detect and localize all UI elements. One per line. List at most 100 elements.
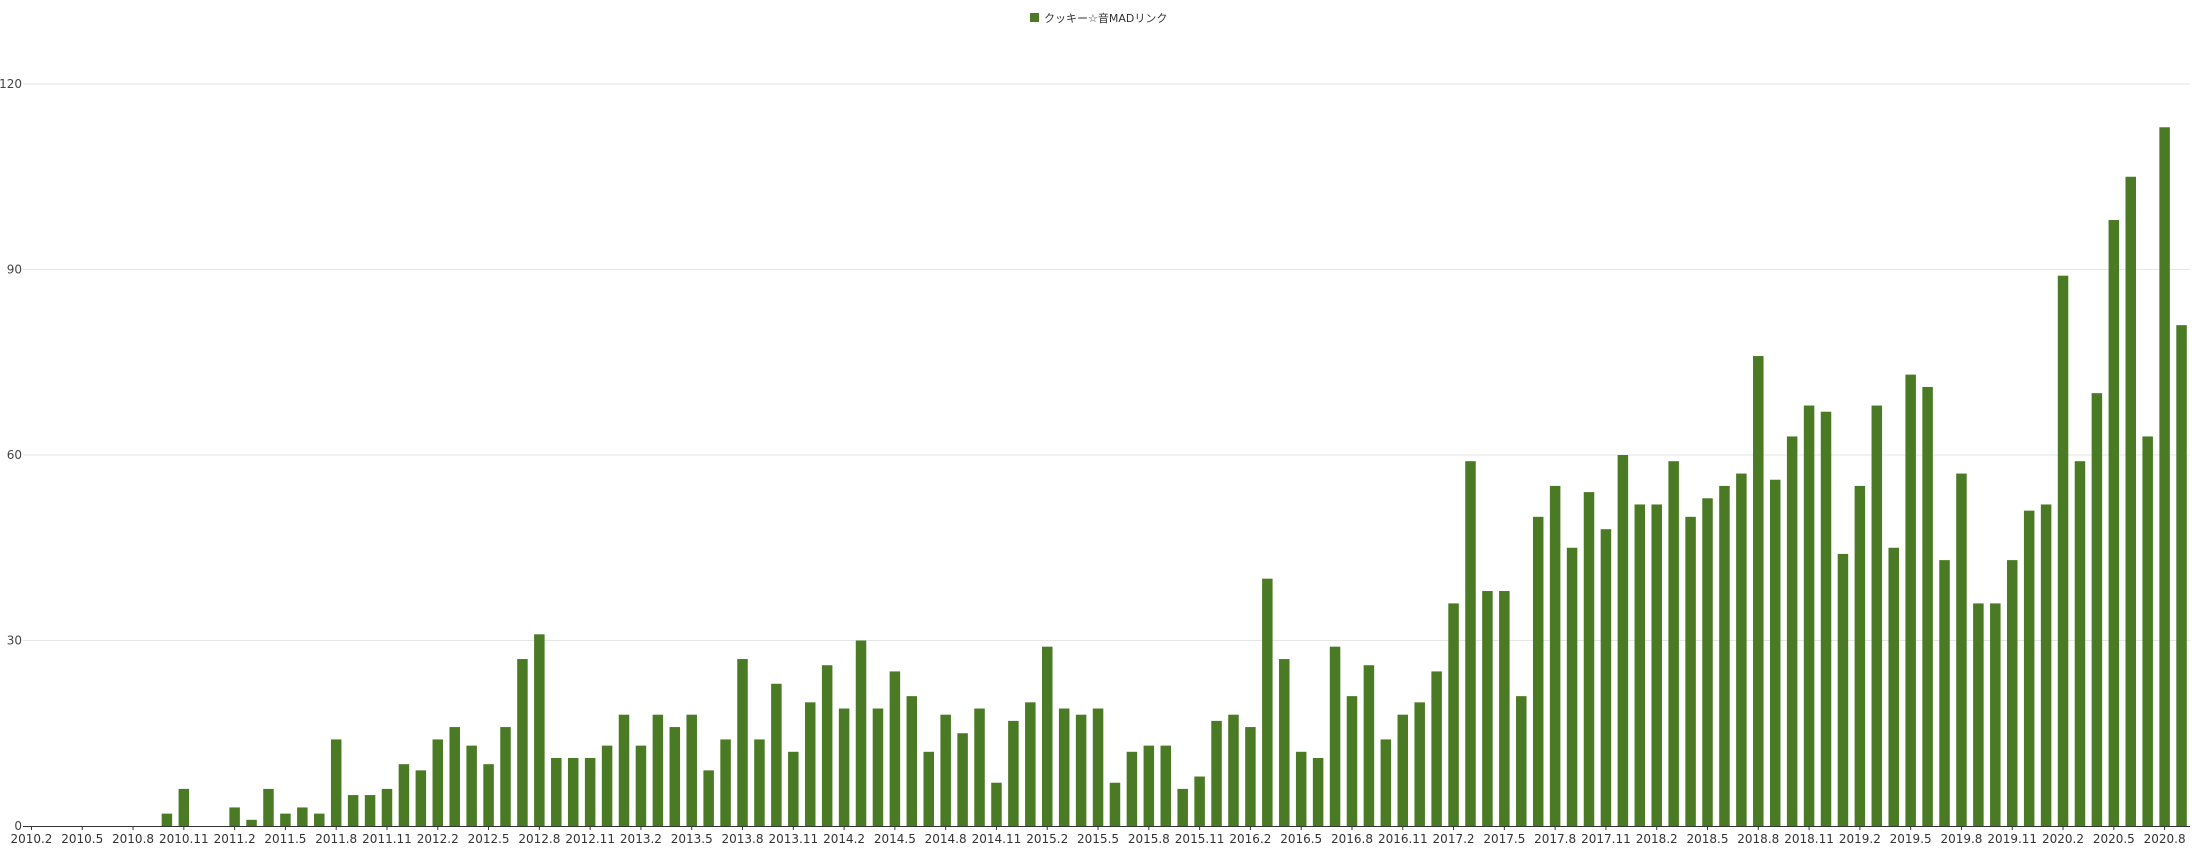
bar bbox=[2159, 127, 2170, 826]
bar bbox=[1583, 492, 1595, 826]
bar bbox=[1549, 485, 1561, 826]
bar bbox=[669, 727, 681, 826]
x-tick-label: 2019.8 bbox=[1940, 832, 1982, 846]
bar bbox=[584, 757, 596, 826]
bar bbox=[1939, 560, 1950, 826]
x-tick-label: 2015.8 bbox=[1128, 832, 1170, 846]
bar bbox=[1245, 727, 1256, 826]
bar bbox=[1634, 504, 1646, 826]
bar bbox=[1905, 374, 1916, 826]
x-tick-label: 2017.2 bbox=[1433, 832, 1475, 846]
y-tick-label: 0 bbox=[14, 819, 22, 833]
bar bbox=[1617, 455, 1629, 826]
x-tick-label: 2011.11 bbox=[362, 832, 412, 846]
bar bbox=[1803, 405, 1815, 826]
y-axis: 0 30 60 90 120 bbox=[0, 77, 22, 833]
bar bbox=[1448, 603, 1459, 826]
bar bbox=[703, 770, 714, 826]
bar bbox=[1092, 708, 1104, 826]
bar bbox=[432, 739, 444, 826]
x-tick-label: 2014.8 bbox=[925, 832, 967, 846]
bar bbox=[1465, 461, 1476, 826]
bar bbox=[2057, 275, 2069, 826]
bar bbox=[1837, 553, 1849, 826]
x-tick-label: 2015.5 bbox=[1077, 832, 1119, 846]
bar bbox=[2125, 176, 2136, 826]
x-tick-label: 2017.11 bbox=[1581, 832, 1631, 846]
bar bbox=[2176, 325, 2187, 826]
bar bbox=[1888, 547, 1899, 826]
bar bbox=[1566, 547, 1578, 826]
x-tick-label: 2019.2 bbox=[1839, 832, 1881, 846]
x-tick-label: 2016.11 bbox=[1378, 832, 1428, 846]
bar bbox=[1753, 356, 1764, 826]
legend-label: クッキー☆音MADリンク bbox=[1044, 11, 1167, 25]
x-tick-label: 2016.8 bbox=[1331, 832, 1373, 846]
bar bbox=[1736, 473, 1747, 826]
bar bbox=[1786, 436, 1798, 826]
bar bbox=[297, 807, 308, 826]
y-tick-label: 60 bbox=[7, 448, 22, 462]
bar bbox=[991, 782, 1002, 826]
bar bbox=[601, 745, 613, 826]
bar bbox=[178, 788, 190, 826]
bar bbox=[466, 745, 477, 826]
bar bbox=[821, 665, 833, 826]
bar bbox=[1228, 714, 1239, 826]
bar bbox=[1380, 739, 1392, 826]
legend-swatch bbox=[1030, 13, 1039, 22]
y-tick-label: 30 bbox=[7, 634, 22, 648]
bar bbox=[1262, 578, 1273, 826]
bar bbox=[2040, 504, 2052, 826]
bar bbox=[1651, 504, 1662, 826]
x-tick-label: 2010.11 bbox=[159, 832, 209, 846]
bar bbox=[1769, 479, 1781, 826]
bar bbox=[788, 751, 799, 826]
x-tick-label: 2018.2 bbox=[1636, 832, 1678, 846]
x-tick-label: 2013.2 bbox=[620, 832, 662, 846]
bar bbox=[330, 739, 342, 826]
x-tick-label: 2013.5 bbox=[671, 832, 713, 846]
bar bbox=[567, 757, 579, 826]
bar bbox=[1211, 720, 1222, 826]
bar bbox=[2074, 461, 2086, 826]
bar bbox=[2142, 436, 2153, 826]
x-tick-label: 2019.11 bbox=[1987, 832, 2037, 846]
bar bbox=[1973, 603, 1984, 826]
bar bbox=[1194, 776, 1205, 826]
bar bbox=[855, 640, 867, 826]
bar bbox=[1058, 708, 1070, 826]
bar bbox=[1042, 646, 1053, 826]
bar bbox=[737, 659, 748, 826]
bar bbox=[754, 739, 765, 826]
bar bbox=[1685, 516, 1696, 826]
bar bbox=[872, 708, 884, 826]
bar bbox=[1295, 751, 1307, 826]
y-tick-label: 120 bbox=[0, 77, 22, 91]
bar bbox=[1008, 720, 1019, 826]
bar bbox=[906, 696, 918, 826]
bar bbox=[280, 813, 291, 826]
bar bbox=[1990, 603, 2001, 826]
x-tick-label: 2020.2 bbox=[2042, 832, 2084, 846]
bar bbox=[923, 751, 934, 826]
bar bbox=[1431, 671, 1442, 826]
bar bbox=[2108, 220, 2120, 826]
bars bbox=[161, 127, 2187, 826]
x-tick-label: 2016.5 bbox=[1280, 832, 1322, 846]
bar bbox=[449, 727, 460, 826]
x-tick-label: 2017.8 bbox=[1534, 832, 1576, 846]
x-tick-label: 2018.5 bbox=[1687, 832, 1729, 846]
bar bbox=[635, 745, 647, 826]
x-tick-label: 2019.5 bbox=[1890, 832, 1932, 846]
bar bbox=[1499, 591, 1510, 826]
bar bbox=[347, 795, 359, 826]
bar bbox=[1600, 529, 1612, 826]
x-tick-label: 2010.2 bbox=[10, 832, 52, 846]
bar bbox=[1516, 696, 1527, 826]
x-tick-label: 2011.5 bbox=[264, 832, 306, 846]
x-tick-label: 2012.11 bbox=[565, 832, 615, 846]
bar bbox=[1346, 696, 1358, 826]
x-tick-label: 2018.11 bbox=[1784, 832, 1834, 846]
